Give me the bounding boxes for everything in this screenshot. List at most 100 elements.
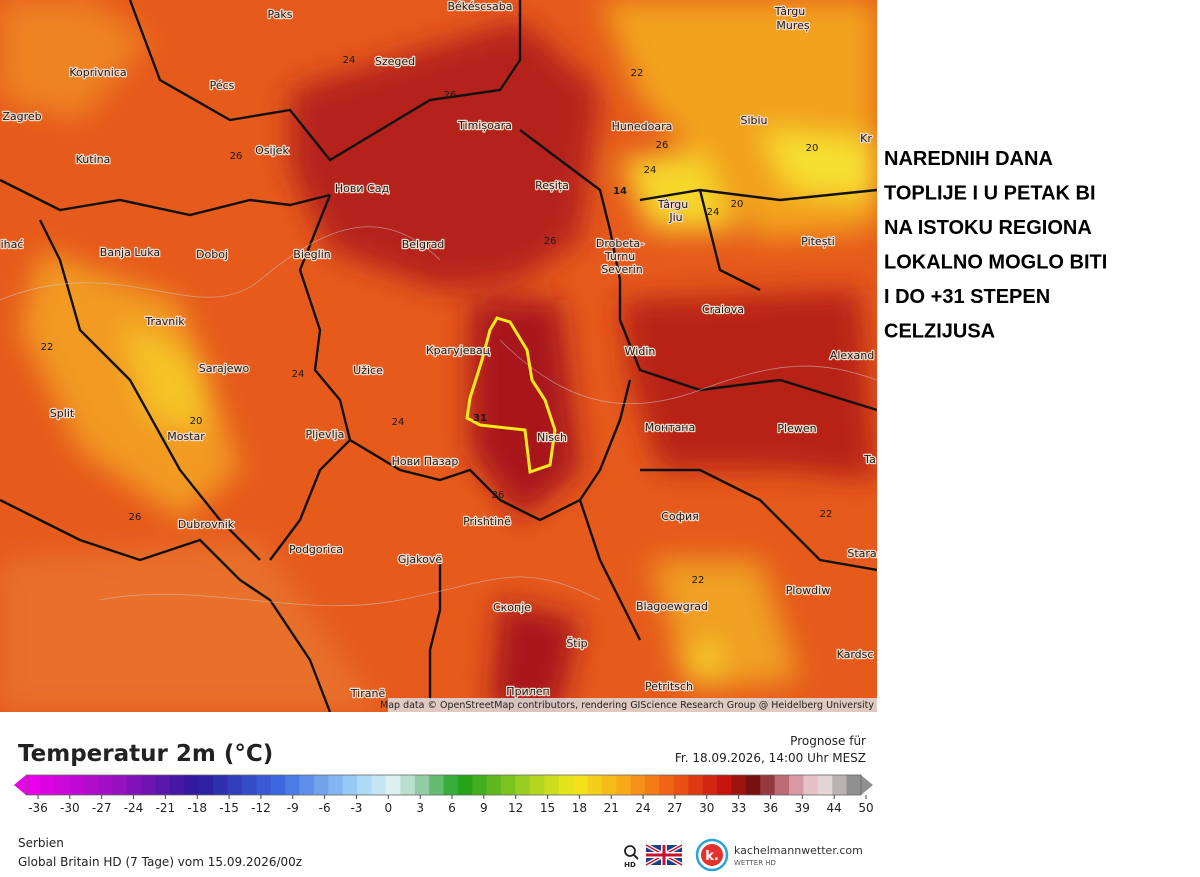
city-label: Mostar (167, 430, 205, 443)
city-label: Plowdiw (786, 584, 830, 597)
colorbar-segment (846, 775, 862, 795)
colorbar-segment (429, 775, 444, 795)
colorbar-tick-label: 6 (448, 801, 456, 815)
city-label: ihać (1, 238, 24, 251)
colorbar-tick-label: -36 (28, 801, 48, 815)
colorbar-tick-label: 39 (795, 801, 810, 815)
city-label: Doboj (196, 248, 228, 261)
logo-disc (701, 844, 723, 866)
colorbar-tick-label: -3 (350, 801, 362, 815)
highlight-outline (465, 316, 557, 475)
colorbar-segment (241, 775, 257, 795)
colorbar-segment (443, 775, 459, 795)
temperature-field (0, 0, 877, 712)
legend-title: Temperatur 2m (°C) (18, 741, 273, 767)
colorbar-segment (141, 775, 157, 795)
city-label: Szeged (375, 55, 415, 68)
colorbar-segment (774, 775, 790, 795)
colorbar-segment (357, 775, 373, 795)
colorbar-tick-label: 27 (667, 801, 682, 815)
contour-label: 26 (492, 490, 505, 501)
city-label: Békéscsaba (447, 0, 512, 13)
city-label: Split (50, 407, 75, 420)
contour-label: 20 (190, 416, 203, 427)
colorbar-segment (501, 775, 516, 795)
colorbar-tick-label: 18 (572, 801, 587, 815)
colorbar-tick-label: 44 (827, 801, 842, 815)
city-label: Hunedoara (612, 120, 673, 133)
colorbar-segment (270, 775, 286, 795)
city-label: Petritsch (645, 680, 693, 693)
colorbar-tick-label: 21 (604, 801, 619, 815)
colorbar-segment (414, 775, 430, 795)
colorbar-segment (558, 775, 574, 795)
city-label: Монтана (645, 421, 696, 434)
city-label: Dubrovnik (178, 518, 235, 531)
region: Serbien (18, 836, 64, 850)
colorbar-tick-label: 0 (384, 801, 392, 815)
city-label: Podgorica (289, 543, 343, 556)
colorbar-segment (573, 775, 588, 795)
colorbar-segment (371, 775, 387, 795)
city-label: Alexand (830, 349, 874, 362)
city-label: Скопје (493, 601, 531, 614)
contour-label: 20 (806, 143, 819, 154)
caption-line: I DO +31 STEPEN (884, 286, 1050, 308)
colorbar-tick-label: 33 (731, 801, 746, 815)
contour-label: 26 (230, 151, 243, 162)
colorbar-segment (457, 775, 473, 795)
colorbar-left-cap (14, 775, 26, 795)
colorbar-tick-label: 50 (858, 801, 873, 815)
search-icon-handle (633, 854, 639, 860)
colorbar-segment (385, 775, 401, 795)
model: Global Britain HD (7 Tage) vom 15.09.202… (18, 855, 302, 869)
colorbar-segment (760, 775, 776, 795)
colorbar-segment (688, 775, 704, 795)
logo-letter: k. (705, 849, 719, 864)
city-label: Travnik (144, 315, 185, 328)
contour-label: 24 (292, 369, 305, 380)
colorbar-segment (112, 775, 128, 795)
colorbar-segment (515, 775, 531, 795)
colorbar-tick-label: -12 (251, 801, 271, 815)
colorbar-segment (69, 775, 85, 795)
contour-label: 24 (707, 207, 720, 218)
contour-label: 24 (392, 417, 405, 428)
contour-label: 26 (444, 90, 457, 101)
city-label: Craiova (702, 303, 744, 316)
city-label: Pljevlja (306, 428, 345, 441)
city-label: Osijek (255, 144, 289, 157)
forecast-label: Prognose für (790, 734, 866, 748)
city-label: Mureș (776, 19, 810, 32)
city-label: Reșița (535, 179, 569, 192)
city-label: Belgrad (402, 238, 445, 251)
city-label: Tiranë (350, 687, 386, 700)
isolines (0, 226, 877, 607)
contour-label: 14 (613, 186, 627, 197)
caption: NAREDNIH DANA TOPLIJE I U PETAK BI NA ISTO… (884, 148, 1107, 343)
colorbar-segment (731, 775, 747, 795)
city-label: Нови Пазар (392, 455, 459, 468)
colorbar-right-cap (861, 775, 873, 795)
contour-label: 20 (731, 199, 744, 210)
colorbar-tick-label: -18 (187, 801, 207, 815)
city-label: Widin (625, 345, 656, 358)
city-label: Plewen (777, 422, 816, 435)
caption-line: TOPLIJE I U PETAK BI (884, 183, 1096, 205)
colorbar-segment (83, 775, 99, 795)
colorbar-segment (227, 775, 243, 795)
colorbar-segment (659, 775, 675, 795)
caption-line: NA ISTOKU REGIONA (884, 217, 1092, 239)
colorbar-tick-label: 36 (763, 801, 778, 815)
contour-label: 22 (692, 575, 705, 586)
city-label: София (661, 510, 699, 523)
colorbar-segment (313, 775, 329, 795)
colorbar-tick-label: 30 (699, 801, 714, 815)
colorbar-tick-label: 15 (540, 801, 555, 815)
colorbar-tick-label: -15 (219, 801, 239, 815)
city-label: Blagoewgrad (636, 600, 708, 613)
contour-label: 24 (343, 55, 356, 66)
colorbar-tick-label: -6 (319, 801, 331, 815)
